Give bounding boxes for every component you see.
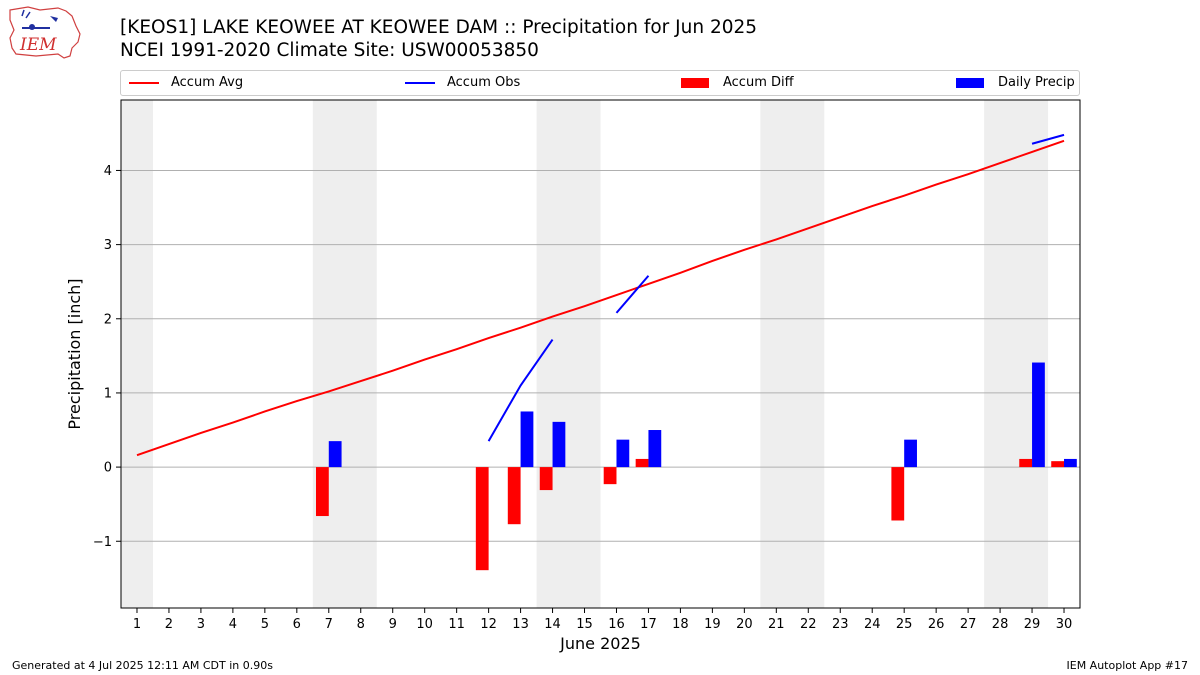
- plot-frame: [120, 99, 1081, 609]
- y-gridlines: [121, 169, 1080, 542]
- x-tick-label: 3: [197, 617, 205, 632]
- y-tick-label: −1: [93, 535, 112, 550]
- daily-precip-bar: [552, 421, 566, 468]
- x-axis: 1 2 3 4 5 6 7 8 9 10 11 12 13 14 15 16 17 18 19 20 21 22 23 24 2…: [133, 608, 1072, 632]
- x-tick-label: 5: [261, 617, 269, 632]
- legend-label-accum-diff: Accum Diff: [723, 75, 794, 90]
- x-tick-label: 13: [512, 617, 529, 632]
- weekend-shading: [121, 100, 1049, 608]
- weekend-shade-4: [984, 100, 1049, 608]
- daily-precip-bar: [1064, 458, 1077, 468]
- legend-swatch-accum-avg: [129, 82, 159, 84]
- legend-swatch-accum-diff: [681, 78, 709, 88]
- app-credit: IEM Autoplot App #17: [1066, 659, 1189, 672]
- accum-diff-bar: [1019, 458, 1033, 468]
- x-tick-label: 25: [896, 617, 913, 632]
- accum-diff-bar: [1051, 461, 1065, 468]
- daily-precip-bar: [328, 441, 342, 468]
- x-tick-label: 14: [544, 617, 561, 632]
- legend-swatch-daily-precip: [956, 78, 984, 88]
- legend-label-daily-precip: Daily Precip: [998, 75, 1075, 90]
- weekend-shade-1: [312, 100, 377, 608]
- y-tick-label: 0: [104, 461, 112, 476]
- weekend-shade-2: [536, 100, 601, 608]
- x-tick-label: 20: [736, 617, 753, 632]
- x-tick-label: 17: [640, 617, 657, 632]
- x-tick-label: 10: [416, 617, 433, 632]
- x-tick-label: 21: [768, 617, 785, 632]
- x-tick-label: 27: [960, 617, 977, 632]
- accum-avg-line: [136, 139, 1065, 457]
- accum-obs-line: [615, 275, 650, 314]
- chart-legend: Accum Avg Accum Obs Accum Diff Daily Pre…: [120, 70, 1080, 96]
- x-axis-label: June 2025: [559, 634, 641, 653]
- y-tick-label: 1: [104, 386, 112, 401]
- generated-timestamp: Generated at 4 Jul 2025 12:11 AM CDT in …: [12, 659, 273, 672]
- accum-diff-bar: [315, 467, 329, 517]
- x-tick-label: 29: [1024, 617, 1041, 632]
- logo-text: IEM: [19, 35, 57, 55]
- y-axis-label: Precipitation [inch]: [65, 278, 84, 429]
- x-tick-label: 26: [928, 617, 945, 632]
- accum-diff-bar: [475, 467, 489, 571]
- x-tick-label: 23: [832, 617, 849, 632]
- daily-precip-bar: [616, 439, 630, 468]
- accum-diff-bar: [539, 467, 553, 491]
- x-tick-label: 6: [293, 617, 301, 632]
- x-tick-label: 24: [864, 617, 881, 632]
- line-layer: [136, 133, 1065, 457]
- x-tick-label: 22: [800, 617, 817, 632]
- accum-diff-bar: [635, 458, 649, 468]
- accum-diff-bar: [603, 467, 617, 485]
- x-tick-label: 9: [389, 617, 397, 632]
- x-tick-label: 16: [608, 617, 625, 632]
- y-tick-label: 4: [104, 164, 112, 179]
- daily-precip-bar: [648, 430, 662, 468]
- x-tick-label: 4: [229, 617, 237, 632]
- iem-logo: IEM: [9, 6, 81, 59]
- accum-diff-bar: [891, 467, 905, 521]
- daily-precip-bar: [1032, 362, 1045, 468]
- x-tick-label: 2: [165, 617, 173, 632]
- x-tick-label: 28: [992, 617, 1009, 632]
- x-tick-label: 1: [133, 617, 141, 632]
- chart-title: [KEOS1] LAKE KEOWEE AT KEOWEE DAM :: Pre…: [120, 17, 758, 38]
- weekend-shade-0: [121, 100, 153, 608]
- weekend-shade-3: [760, 100, 825, 608]
- x-tick-label: 19: [704, 617, 721, 632]
- accum-obs-line: [1031, 133, 1065, 145]
- x-tick-label: 30: [1056, 617, 1073, 632]
- x-tick-label: 11: [448, 617, 465, 632]
- x-tick-label: 12: [480, 617, 497, 632]
- daily-precip-bar: [904, 439, 917, 468]
- x-tick-label: 18: [672, 617, 689, 632]
- bar-layer: [315, 362, 1077, 571]
- daily-precip-bar: [520, 411, 534, 468]
- x-tick-label: 15: [576, 617, 593, 632]
- chart-subtitle: NCEI 1991-2020 Climate Site: USW00053850: [120, 40, 539, 61]
- x-tick-label: 8: [357, 617, 365, 632]
- x-tick-label: 7: [325, 617, 333, 632]
- legend-label-accum-obs: Accum Obs: [447, 75, 521, 90]
- y-axis: −1 0 1 2 3 4: [93, 164, 121, 550]
- legend-label-accum-avg: Accum Avg: [171, 75, 244, 90]
- accum-obs-line: [487, 338, 554, 442]
- y-tick-label: 3: [104, 238, 112, 253]
- legend-swatch-accum-obs: [405, 82, 435, 84]
- accum-diff-bar: [507, 467, 521, 525]
- y-tick-label: 2: [104, 312, 112, 327]
